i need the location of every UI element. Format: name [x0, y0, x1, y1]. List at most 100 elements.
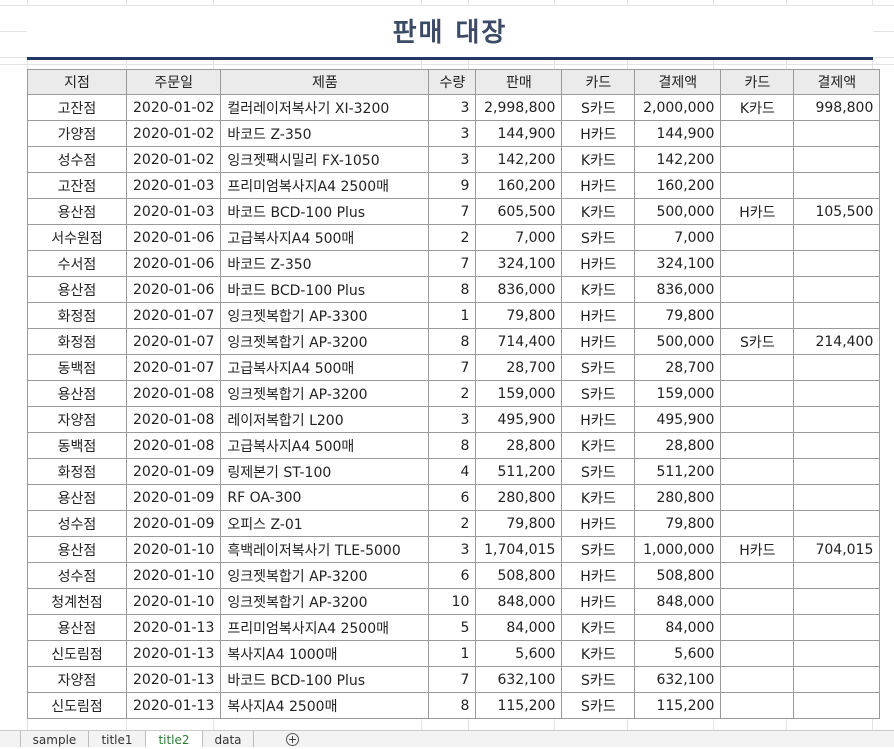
column-header-branch[interactable]: 지점 [27, 69, 127, 95]
cell-order-date[interactable]: 2020-01-08 [125, 406, 222, 433]
cell-sales[interactable]: 159,000 [475, 380, 563, 407]
cell-quantity[interactable]: 1 [428, 640, 477, 667]
cell-card-2[interactable] [720, 484, 795, 511]
cell-quantity[interactable]: 7 [428, 666, 477, 693]
cell-product[interactable]: 바코드 Z-350 [220, 120, 430, 147]
cell-quantity[interactable]: 9 [428, 172, 477, 199]
cell-branch[interactable]: 용산점 [27, 484, 127, 511]
cell-payment-2[interactable] [793, 666, 881, 693]
cell-branch[interactable]: 신도림점 [27, 640, 127, 667]
cell-payment-1[interactable]: 160,200 [634, 172, 722, 199]
cell-branch[interactable]: 동백점 [27, 354, 127, 381]
cell-order-date[interactable]: 2020-01-13 [125, 666, 222, 693]
cell-card-2[interactable]: H카드 [720, 198, 795, 225]
cell-product[interactable]: 프리미엄복사지A4 2500매 [220, 172, 430, 199]
cell-card-1[interactable]: S카드 [561, 666, 636, 693]
cell-payment-1[interactable]: 28,700 [634, 354, 722, 381]
cell-card-2[interactable] [720, 510, 795, 537]
cell-branch[interactable]: 용산점 [27, 536, 127, 563]
cell-payment-2[interactable] [793, 588, 881, 615]
cell-sales[interactable]: 508,800 [475, 562, 563, 589]
cell-card-1[interactable]: K카드 [561, 484, 636, 511]
cell-sales[interactable]: 848,000 [475, 588, 563, 615]
cell-card-1[interactable]: H카드 [561, 302, 636, 329]
cell-payment-2[interactable]: 704,015 [793, 536, 881, 563]
cell-branch[interactable]: 가양점 [27, 120, 127, 147]
cell-card-2[interactable] [720, 354, 795, 381]
cell-sales[interactable]: 2,998,800 [475, 94, 563, 121]
cell-product[interactable]: 링제본기 ST-100 [220, 458, 430, 485]
cell-product[interactable]: 흑백레이저복사기 TLE-5000 [220, 536, 430, 563]
cell-payment-2[interactable] [793, 432, 881, 459]
cell-payment-2[interactable] [793, 146, 881, 173]
cell-card-1[interactable]: S카드 [561, 224, 636, 251]
cell-quantity[interactable]: 7 [428, 250, 477, 277]
cell-payment-1[interactable]: 848,000 [634, 588, 722, 615]
cell-product[interactable]: 오피스 Z-01 [220, 510, 430, 537]
cell-order-date[interactable]: 2020-01-03 [125, 198, 222, 225]
cell-payment-1[interactable]: 500,000 [634, 198, 722, 225]
cell-product[interactable]: 잉크젯복합기 AP-3200 [220, 562, 430, 589]
cell-branch[interactable]: 자양점 [27, 666, 127, 693]
cell-product[interactable]: 잉크젯팩시밀리 FX-1050 [220, 146, 430, 173]
cell-product[interactable]: 레이저복합기 L200 [220, 406, 430, 433]
cell-card-2[interactable] [720, 380, 795, 407]
cell-payment-2[interactable] [793, 120, 881, 147]
cell-branch[interactable]: 고잔점 [27, 94, 127, 121]
cell-quantity[interactable]: 3 [428, 120, 477, 147]
cell-payment-1[interactable]: 500,000 [634, 328, 722, 355]
cell-sales[interactable]: 632,100 [475, 666, 563, 693]
cell-payment-2[interactable] [793, 406, 881, 433]
cell-quantity[interactable]: 2 [428, 224, 477, 251]
cell-order-date[interactable]: 2020-01-06 [125, 276, 222, 303]
cell-quantity[interactable]: 8 [428, 432, 477, 459]
cell-sales[interactable]: 714,400 [475, 328, 563, 355]
cell-branch[interactable]: 신도림점 [27, 692, 127, 719]
cell-card-1[interactable]: S카드 [561, 536, 636, 563]
cell-quantity[interactable]: 3 [428, 146, 477, 173]
cell-branch[interactable]: 동백점 [27, 432, 127, 459]
cell-product[interactable]: 프리미엄복사지A4 2500매 [220, 614, 430, 641]
cell-order-date[interactable]: 2020-01-02 [125, 94, 222, 121]
cell-sales[interactable]: 84,000 [475, 614, 563, 641]
column-header-payment-2[interactable]: 결제액 [793, 69, 881, 95]
cell-payment-2[interactable] [793, 380, 881, 407]
cell-sales[interactable]: 7,000 [475, 224, 563, 251]
cell-order-date[interactable]: 2020-01-06 [125, 224, 222, 251]
cell-product[interactable]: 바코드 Z-350 [220, 250, 430, 277]
cell-card-2[interactable] [720, 666, 795, 693]
column-header-order-date[interactable]: 주문일 [125, 69, 222, 95]
cell-payment-2[interactable] [793, 692, 881, 719]
column-header-product[interactable]: 제품 [220, 69, 430, 95]
cell-order-date[interactable]: 2020-01-13 [125, 692, 222, 719]
cell-branch[interactable]: 성수점 [27, 146, 127, 173]
cell-payment-1[interactable]: 324,100 [634, 250, 722, 277]
cell-branch[interactable]: 용산점 [27, 276, 127, 303]
cell-card-2[interactable]: K카드 [720, 94, 795, 121]
cell-payment-2[interactable] [793, 224, 881, 251]
cell-payment-1[interactable]: 142,200 [634, 146, 722, 173]
cell-payment-2[interactable]: 998,800 [793, 94, 881, 121]
cell-payment-1[interactable]: 144,900 [634, 120, 722, 147]
cell-card-2[interactable] [720, 146, 795, 173]
cell-card-1[interactable]: S카드 [561, 692, 636, 719]
cell-card-2[interactable] [720, 172, 795, 199]
cell-sales[interactable]: 160,200 [475, 172, 563, 199]
plus-circle-icon[interactable] [286, 733, 299, 746]
cell-sales[interactable]: 115,200 [475, 692, 563, 719]
cell-payment-1[interactable]: 7,000 [634, 224, 722, 251]
cell-payment-2[interactable] [793, 458, 881, 485]
column-header-payment-1[interactable]: 결제액 [634, 69, 722, 95]
cell-branch[interactable]: 청계천점 [27, 588, 127, 615]
cell-branch[interactable]: 성수점 [27, 562, 127, 589]
cell-card-2[interactable] [720, 614, 795, 641]
cell-order-date[interactable]: 2020-01-10 [125, 562, 222, 589]
cell-payment-1[interactable]: 1,000,000 [634, 536, 722, 563]
cell-order-date[interactable]: 2020-01-07 [125, 302, 222, 329]
cell-payment-1[interactable]: 632,100 [634, 666, 722, 693]
cell-quantity[interactable]: 8 [428, 692, 477, 719]
cell-product[interactable]: 고급복사지A4 500매 [220, 354, 430, 381]
cell-payment-2[interactable] [793, 510, 881, 537]
cell-payment-1[interactable]: 836,000 [634, 276, 722, 303]
cell-quantity[interactable]: 7 [428, 198, 477, 225]
